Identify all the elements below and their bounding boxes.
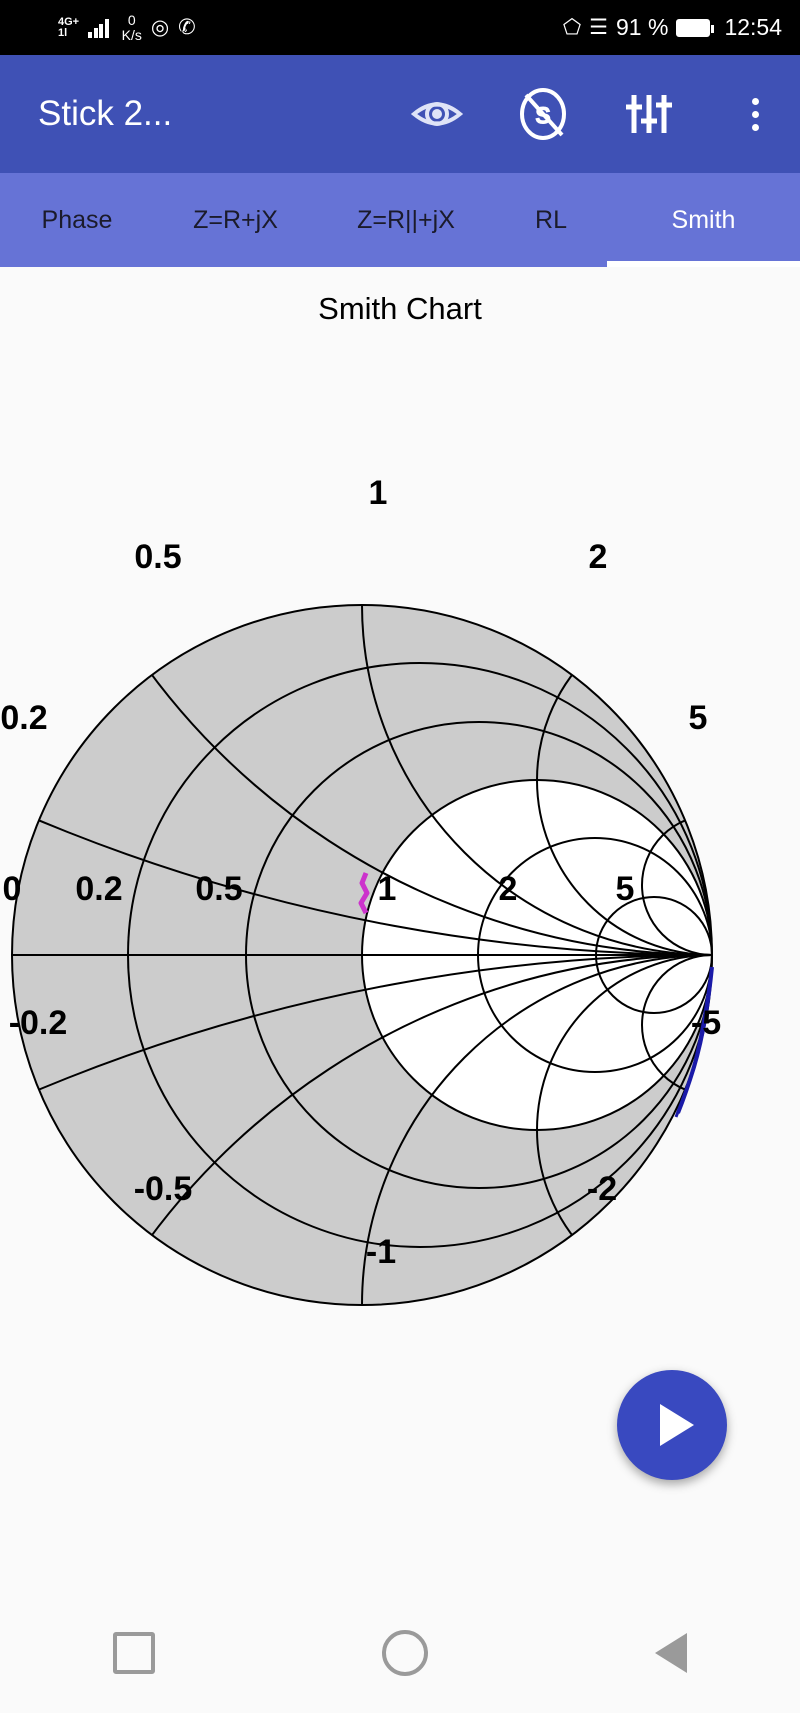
smith-chart-labels: 1 0.5 2 0.2 5 0 0.2 0.5 1 2 5 -0.2 -5 -0…	[0, 474, 721, 1271]
system-nav-bar	[0, 1593, 800, 1713]
label-axis-0_2: 0.2	[75, 870, 122, 908]
app-title: Stick 2...	[38, 94, 173, 133]
label-left-0_2: 0.2	[0, 699, 47, 737]
data-speed-value: 0	[127, 11, 136, 28]
label-axis-2: 2	[499, 870, 518, 908]
no-calibration-icon[interactable]: S	[516, 87, 570, 141]
data-speed-unit: K/s	[121, 26, 142, 43]
smith-grid	[12, 605, 712, 1305]
whatsapp-icon: ✆	[178, 16, 196, 39]
vibrate-icon: ☰	[589, 16, 608, 39]
tab-rl[interactable]: RL	[535, 205, 567, 234]
triangle-back-icon[interactable]	[654, 1633, 687, 1673]
overflow-menu-icon[interactable]	[728, 87, 782, 141]
battery-percent-label: 91 %	[616, 14, 669, 40]
reactance-arc-2	[536, 605, 712, 956]
trace-sweep-blue-2	[674, 972, 713, 1118]
label-upper-left-0_5: 0.5	[134, 538, 181, 576]
sliders-icon[interactable]	[622, 87, 676, 141]
tab-z-series[interactable]: Z=R+jX	[193, 205, 278, 234]
label-axis-5: 5	[616, 870, 635, 908]
square-icon[interactable]	[113, 1632, 156, 1674]
label-top-1: 1	[369, 474, 388, 512]
label-lower-left-neg-0_2: -0.2	[9, 1004, 68, 1042]
reactance-arc-neg-2	[536, 954, 712, 1305]
label-axis-0: 0	[3, 870, 22, 908]
status-bar-left: 4G+ 1l 0 K/s ◎ ✆	[58, 13, 196, 42]
app-bar: Stick 2... S	[0, 55, 800, 173]
label-bottom-right-neg-2: -2	[587, 1170, 617, 1208]
network-sub-label: 1l	[58, 26, 68, 39]
bluetooth-icon: ⬠	[562, 16, 582, 39]
tab-bar: Phase Z=R+jX Z=R||+jX RL Smith	[0, 173, 800, 267]
label-bottom-neg-1: -1	[366, 1233, 396, 1271]
label-axis-0_5: 0.5	[195, 870, 242, 908]
at-sign-icon: ◎	[150, 16, 170, 39]
label-right-5: 5	[689, 699, 708, 737]
battery-icon	[676, 18, 715, 37]
tab-phase[interactable]: Phase	[41, 205, 113, 234]
tab-smith[interactable]: Smith	[607, 173, 800, 267]
status-bar: 4G+ 1l 0 K/s ◎ ✆ ⬠ ☰ 91 % 12:54	[0, 0, 800, 55]
page-title: Smith Chart	[318, 291, 482, 326]
content-area: Smith Chart	[0, 267, 800, 1480]
play-icon	[660, 1404, 694, 1446]
data-speed-indicator: 0 K/s	[122, 13, 142, 42]
reactance-arc-5	[641, 814, 712, 956]
network-type-icon: 4G+ 1l	[58, 15, 80, 39]
signal-strength-icon	[88, 18, 109, 38]
eye-icon[interactable]	[410, 87, 464, 141]
label-axis-1: 1	[378, 870, 397, 908]
status-bar-right: ⬠ ☰ 91 % 12:54	[563, 14, 782, 41]
tab-z-parallel[interactable]: Z=R||+jX	[357, 205, 455, 234]
network-type-label: 4G+	[58, 15, 80, 28]
label-lower-right-neg-5: -5	[691, 1004, 721, 1042]
status-bar-clock: 12:54	[724, 14, 782, 40]
smith-chart[interactable]: 1 0.5 2 0.2 5 0 0.2 0.5 1 2 5 -0.2 -5 -0…	[0, 267, 800, 1480]
label-upper-right-2: 2	[589, 538, 608, 576]
play-button[interactable]	[617, 1370, 727, 1480]
smith-chart-canvas[interactable]: 1 0.5 2 0.2 5 0 0.2 0.5 1 2 5 -0.2 -5 -0…	[0, 267, 800, 1480]
reactance-arc-neg-5	[641, 954, 712, 1096]
label-bottom-left-neg-0_5: -0.5	[134, 1170, 193, 1208]
app-bar-actions: S	[410, 87, 782, 141]
trace-marker-magenta	[358, 872, 370, 915]
circle-icon[interactable]	[381, 1630, 428, 1676]
